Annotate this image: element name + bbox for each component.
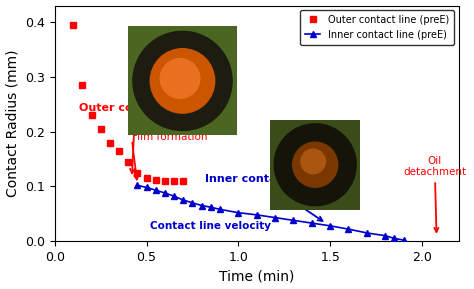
Outer contact line (preE) — [107, 141, 113, 144]
Circle shape — [292, 142, 337, 187]
Circle shape — [150, 49, 215, 113]
Inner contact line (preE) — [144, 186, 149, 189]
Inner contact line (preE) — [291, 218, 296, 222]
Inner contact line (preE) — [171, 194, 177, 198]
Inner contact line (preE) — [392, 237, 397, 240]
Text: Film formation: Film formation — [132, 132, 208, 142]
Inner contact line (preE) — [153, 188, 159, 192]
Inner contact line (preE) — [383, 234, 388, 238]
Circle shape — [133, 32, 232, 130]
Inner contact line (preE) — [364, 231, 370, 235]
Text: Contact line velocity: Contact line velocity — [150, 221, 271, 231]
Outer contact line (preE) — [135, 171, 140, 174]
Text: Inner contact line: Inner contact line — [205, 174, 322, 221]
Inner contact line (preE) — [327, 224, 333, 227]
Outer contact line (preE) — [181, 179, 186, 183]
Inner contact line (preE) — [181, 198, 186, 202]
Y-axis label: Contact Radius (mm): Contact Radius (mm) — [6, 50, 19, 197]
Text: Outer contact line: Outer contact line — [79, 103, 191, 173]
Circle shape — [274, 124, 356, 206]
Inner contact line (preE) — [254, 213, 260, 216]
Circle shape — [160, 59, 200, 98]
Inner contact line (preE) — [217, 208, 223, 211]
Inner contact line (preE) — [208, 205, 214, 209]
Outer contact line (preE) — [144, 176, 149, 180]
Inner contact line (preE) — [190, 201, 195, 205]
Outer contact line (preE) — [153, 178, 159, 181]
Outer contact line (preE) — [70, 23, 76, 27]
Outer contact line (preE) — [171, 179, 177, 183]
Outer contact line (preE) — [126, 160, 131, 164]
Legend: Outer contact line (preE), Inner contact line (preE): Outer contact line (preE), Inner contact… — [301, 10, 454, 45]
Inner contact line (preE) — [272, 216, 278, 219]
Circle shape — [301, 149, 326, 174]
Line: Inner contact line (preE): Inner contact line (preE) — [134, 182, 407, 244]
Inner contact line (preE) — [309, 221, 315, 225]
Outer contact line (preE) — [116, 149, 122, 153]
Inner contact line (preE) — [236, 211, 241, 214]
Inner contact line (preE) — [401, 238, 406, 242]
Outer contact line (preE) — [80, 83, 85, 87]
Inner contact line (preE) — [199, 204, 204, 207]
Outer contact line (preE) — [162, 179, 168, 183]
Outer contact line (preE) — [98, 127, 103, 131]
Inner contact line (preE) — [162, 191, 168, 195]
Text: Oil
detachment: Oil detachment — [403, 156, 466, 232]
Inner contact line (preE) — [135, 184, 140, 187]
Line: Outer contact line (preE): Outer contact line (preE) — [70, 21, 187, 184]
X-axis label: Time (min): Time (min) — [219, 269, 294, 284]
Outer contact line (preE) — [89, 113, 94, 117]
Inner contact line (preE) — [346, 227, 351, 231]
